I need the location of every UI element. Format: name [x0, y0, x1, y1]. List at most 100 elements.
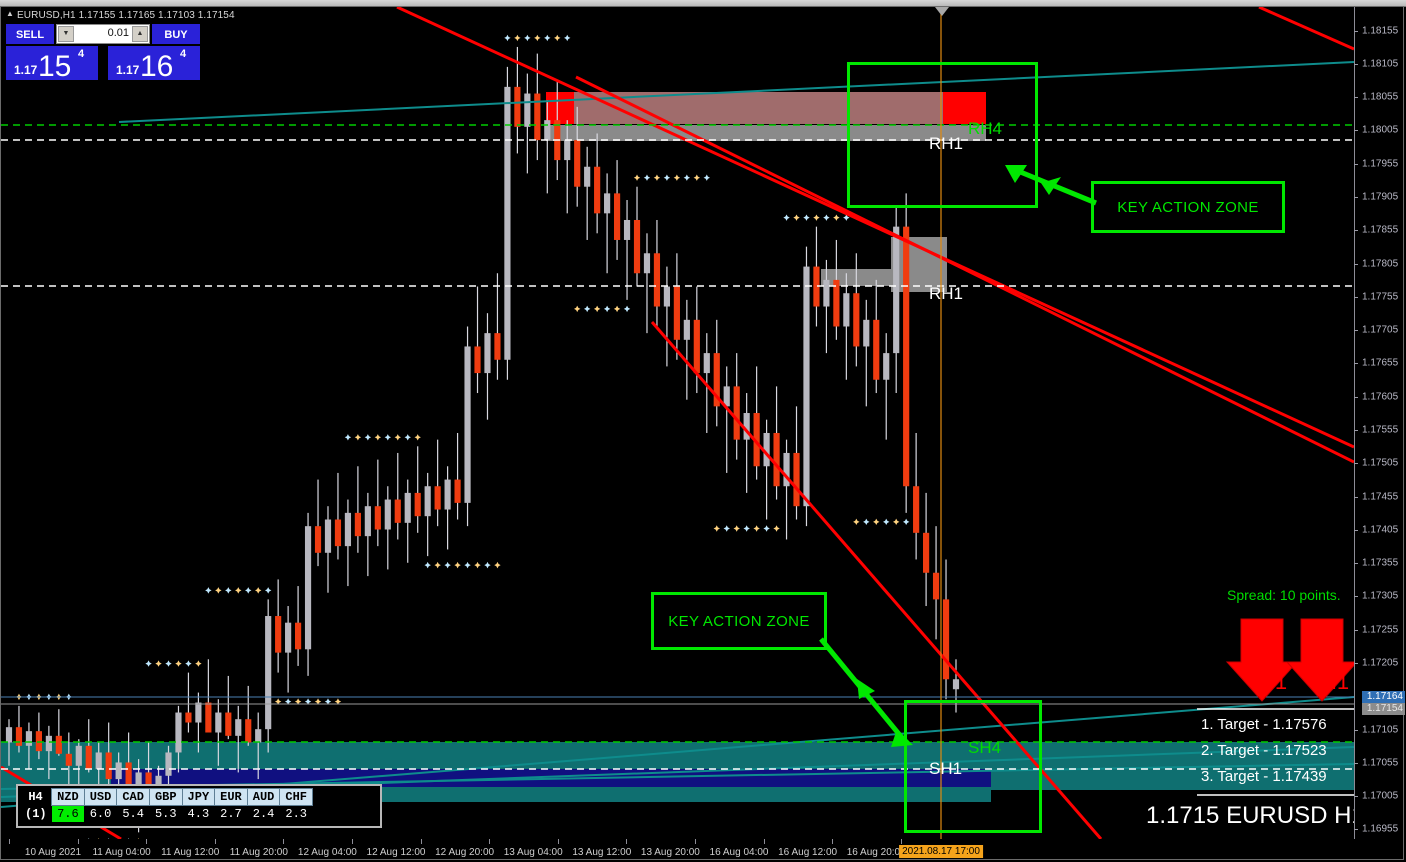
price-axis[interactable]: 1.18155 1.18105 1.18055 1.18005 1.17955 1.179… [1354, 7, 1405, 839]
time-tick-mark [214, 839, 216, 844]
fractal-dot [374, 434, 382, 441]
fractal-dot [235, 587, 242, 594]
currency-header-gbp[interactable]: GBP [148, 788, 183, 806]
candle-body-bull [893, 226, 900, 354]
price-tick-label: 1.17255 [1362, 624, 1399, 636]
fractal-dot [304, 698, 312, 705]
candle-body-bear [594, 166, 601, 214]
currency-value-nzd: 7.6 [51, 805, 85, 822]
candle-body-bull [464, 346, 471, 503]
candle-body-bear [55, 735, 62, 754]
trendline-red-main-2 [575, 75, 1354, 464]
fractal-dot [484, 561, 491, 569]
sell-price-quote[interactable]: 1.17 15 4 [6, 46, 98, 80]
key-action-zone-callout-upper[interactable]: KEY ACTION ZONE [1091, 181, 1285, 233]
fractal-dot [195, 660, 202, 667]
volume-decrement-icon[interactable]: ▼ [58, 26, 74, 42]
currency-strength-panel[interactable]: H4 NZD USD CAD GBP JPY EUR AUD CHF (1) 7.6 6.0 5.… [16, 784, 382, 828]
time-tick-label: 16 Aug 20:00 [846, 847, 906, 858]
price-tick-label: 1.17655 [1362, 357, 1399, 369]
key-action-zone-box-lower[interactable] [904, 700, 1042, 833]
fractal-dot [284, 698, 292, 705]
time-tick-label: 12 Aug 12:00 [366, 847, 426, 858]
arrow-label-d1: D1 [1259, 669, 1288, 694]
currency-header-aud[interactable]: AUD [246, 788, 281, 806]
currency-header-usd[interactable]: USD [83, 788, 118, 806]
candle-body-bull [165, 752, 172, 776]
bid-price-tag: 1.17164 [1361, 691, 1405, 703]
currency-strength-table: H4 NZD USD CAD GBP JPY EUR AUD CHF (1) 7.6 6.0 5.… [20, 788, 313, 822]
candle-body-bull [304, 526, 312, 650]
price-tick-mark [1354, 330, 1358, 332]
time-tick-mark [626, 839, 628, 844]
time-tick-label: 13 Aug 20:00 [640, 847, 700, 858]
currency-value-gbp: 5.3 [154, 807, 177, 821]
candle-body-bull [45, 735, 52, 752]
candle-body-bear [294, 622, 302, 650]
currency-strength-header-row: H4 NZD USD CAD GBP JPY EUR AUD CHF [20, 788, 313, 806]
candle-body-bull [324, 519, 332, 553]
buy-price-quote[interactable]: 1.17 16 4 [108, 46, 200, 80]
label-rh1-upper: RH1 [929, 134, 964, 153]
price-tick-label: 1.18155 [1362, 25, 1399, 37]
chart-plot-area[interactable]: KEY ACTION ZONE KEY ACTION ZONE RH4 RH1 … [1, 7, 1354, 839]
fractal-dot [494, 561, 501, 569]
price-tick-mark [1354, 30, 1358, 32]
horizontal-levels[interactable] [1, 124, 1354, 796]
fractal-dot [255, 587, 262, 594]
trendline-teal-upper [118, 61, 1354, 123]
sell-button[interactable]: SELL [6, 24, 54, 44]
volume-input[interactable]: ▼ 0.01 ▲ [56, 24, 150, 44]
price-tick-mark [1354, 829, 1358, 831]
currency-header-chf[interactable]: CHF [279, 788, 313, 806]
fractal-dot [593, 305, 601, 313]
price-tick-label: 1.17005 [1362, 790, 1399, 802]
fractal-dot [245, 587, 252, 594]
time-tick-label: 13 Aug 12:00 [572, 847, 632, 858]
candle-body-bear [793, 452, 800, 507]
fractal-dot [793, 214, 800, 221]
buy-button[interactable]: BUY [152, 24, 200, 44]
candle-body-bull [683, 319, 690, 340]
candle-body-bull [424, 486, 431, 517]
time-tick-mark [420, 839, 422, 844]
candle-body-bull [484, 333, 491, 374]
resistance-zone-rh1-mid-left [821, 269, 899, 286]
price-tick-label: 1.17405 [1362, 524, 1399, 536]
collapse-triangle-icon[interactable]: ▲ [6, 9, 15, 18]
buy-quote-main: 16 [140, 50, 174, 80]
price-tick-mark [1354, 662, 1358, 664]
currency-header-eur[interactable]: EUR [214, 788, 248, 806]
key-action-zone-callout-lower[interactable]: KEY ACTION ZONE [651, 592, 827, 650]
key-action-zone-box-upper[interactable] [847, 62, 1038, 208]
candle-body-bear [942, 599, 950, 680]
currency-header-nzd[interactable]: NZD [51, 788, 85, 806]
candle-body-bull [175, 712, 182, 753]
candle-body-bear [673, 286, 680, 340]
volume-increment-icon[interactable]: ▲ [132, 26, 148, 42]
fractal-dot [603, 305, 611, 313]
time-tick-label: 11 Aug 20:00 [229, 847, 288, 858]
one-click-trading-panel[interactable]: SELL ▼ 0.01 ▲ BUY 1.17 15 4 1.17 16 4 [6, 24, 200, 80]
currency-header-cad[interactable]: CAD [116, 788, 150, 806]
time-axis[interactable]: 10 Aug 2021 11 Aug 04:00 11 Aug 12:00 11 Au… [1, 839, 1354, 861]
fractal-dot [175, 660, 182, 667]
fractal-dot [354, 434, 362, 441]
candle-body-bull [444, 479, 451, 510]
trendline-red-top-right [1258, 7, 1354, 51]
candle-body-bull [883, 353, 890, 380]
candle-body-bull [584, 166, 591, 187]
currency-header-jpy[interactable]: JPY [181, 788, 216, 806]
buy-quote-prefix: 1.17 [116, 63, 140, 77]
trendline-red-main-1 [396, 7, 1354, 449]
time-tick-label: 11 Aug 12:00 [161, 847, 220, 858]
resistance-zone-cap-left [546, 92, 574, 124]
price-tick-label: 1.17105 [1362, 724, 1399, 736]
fractal-dot [643, 174, 651, 181]
fractal-dot [863, 518, 870, 526]
price-tick-mark [1354, 729, 1358, 731]
fractal-dot [753, 525, 760, 532]
footer-price-label: 1.1715 EURUSD H1 [1146, 802, 1354, 829]
fractal-dot [653, 174, 661, 181]
